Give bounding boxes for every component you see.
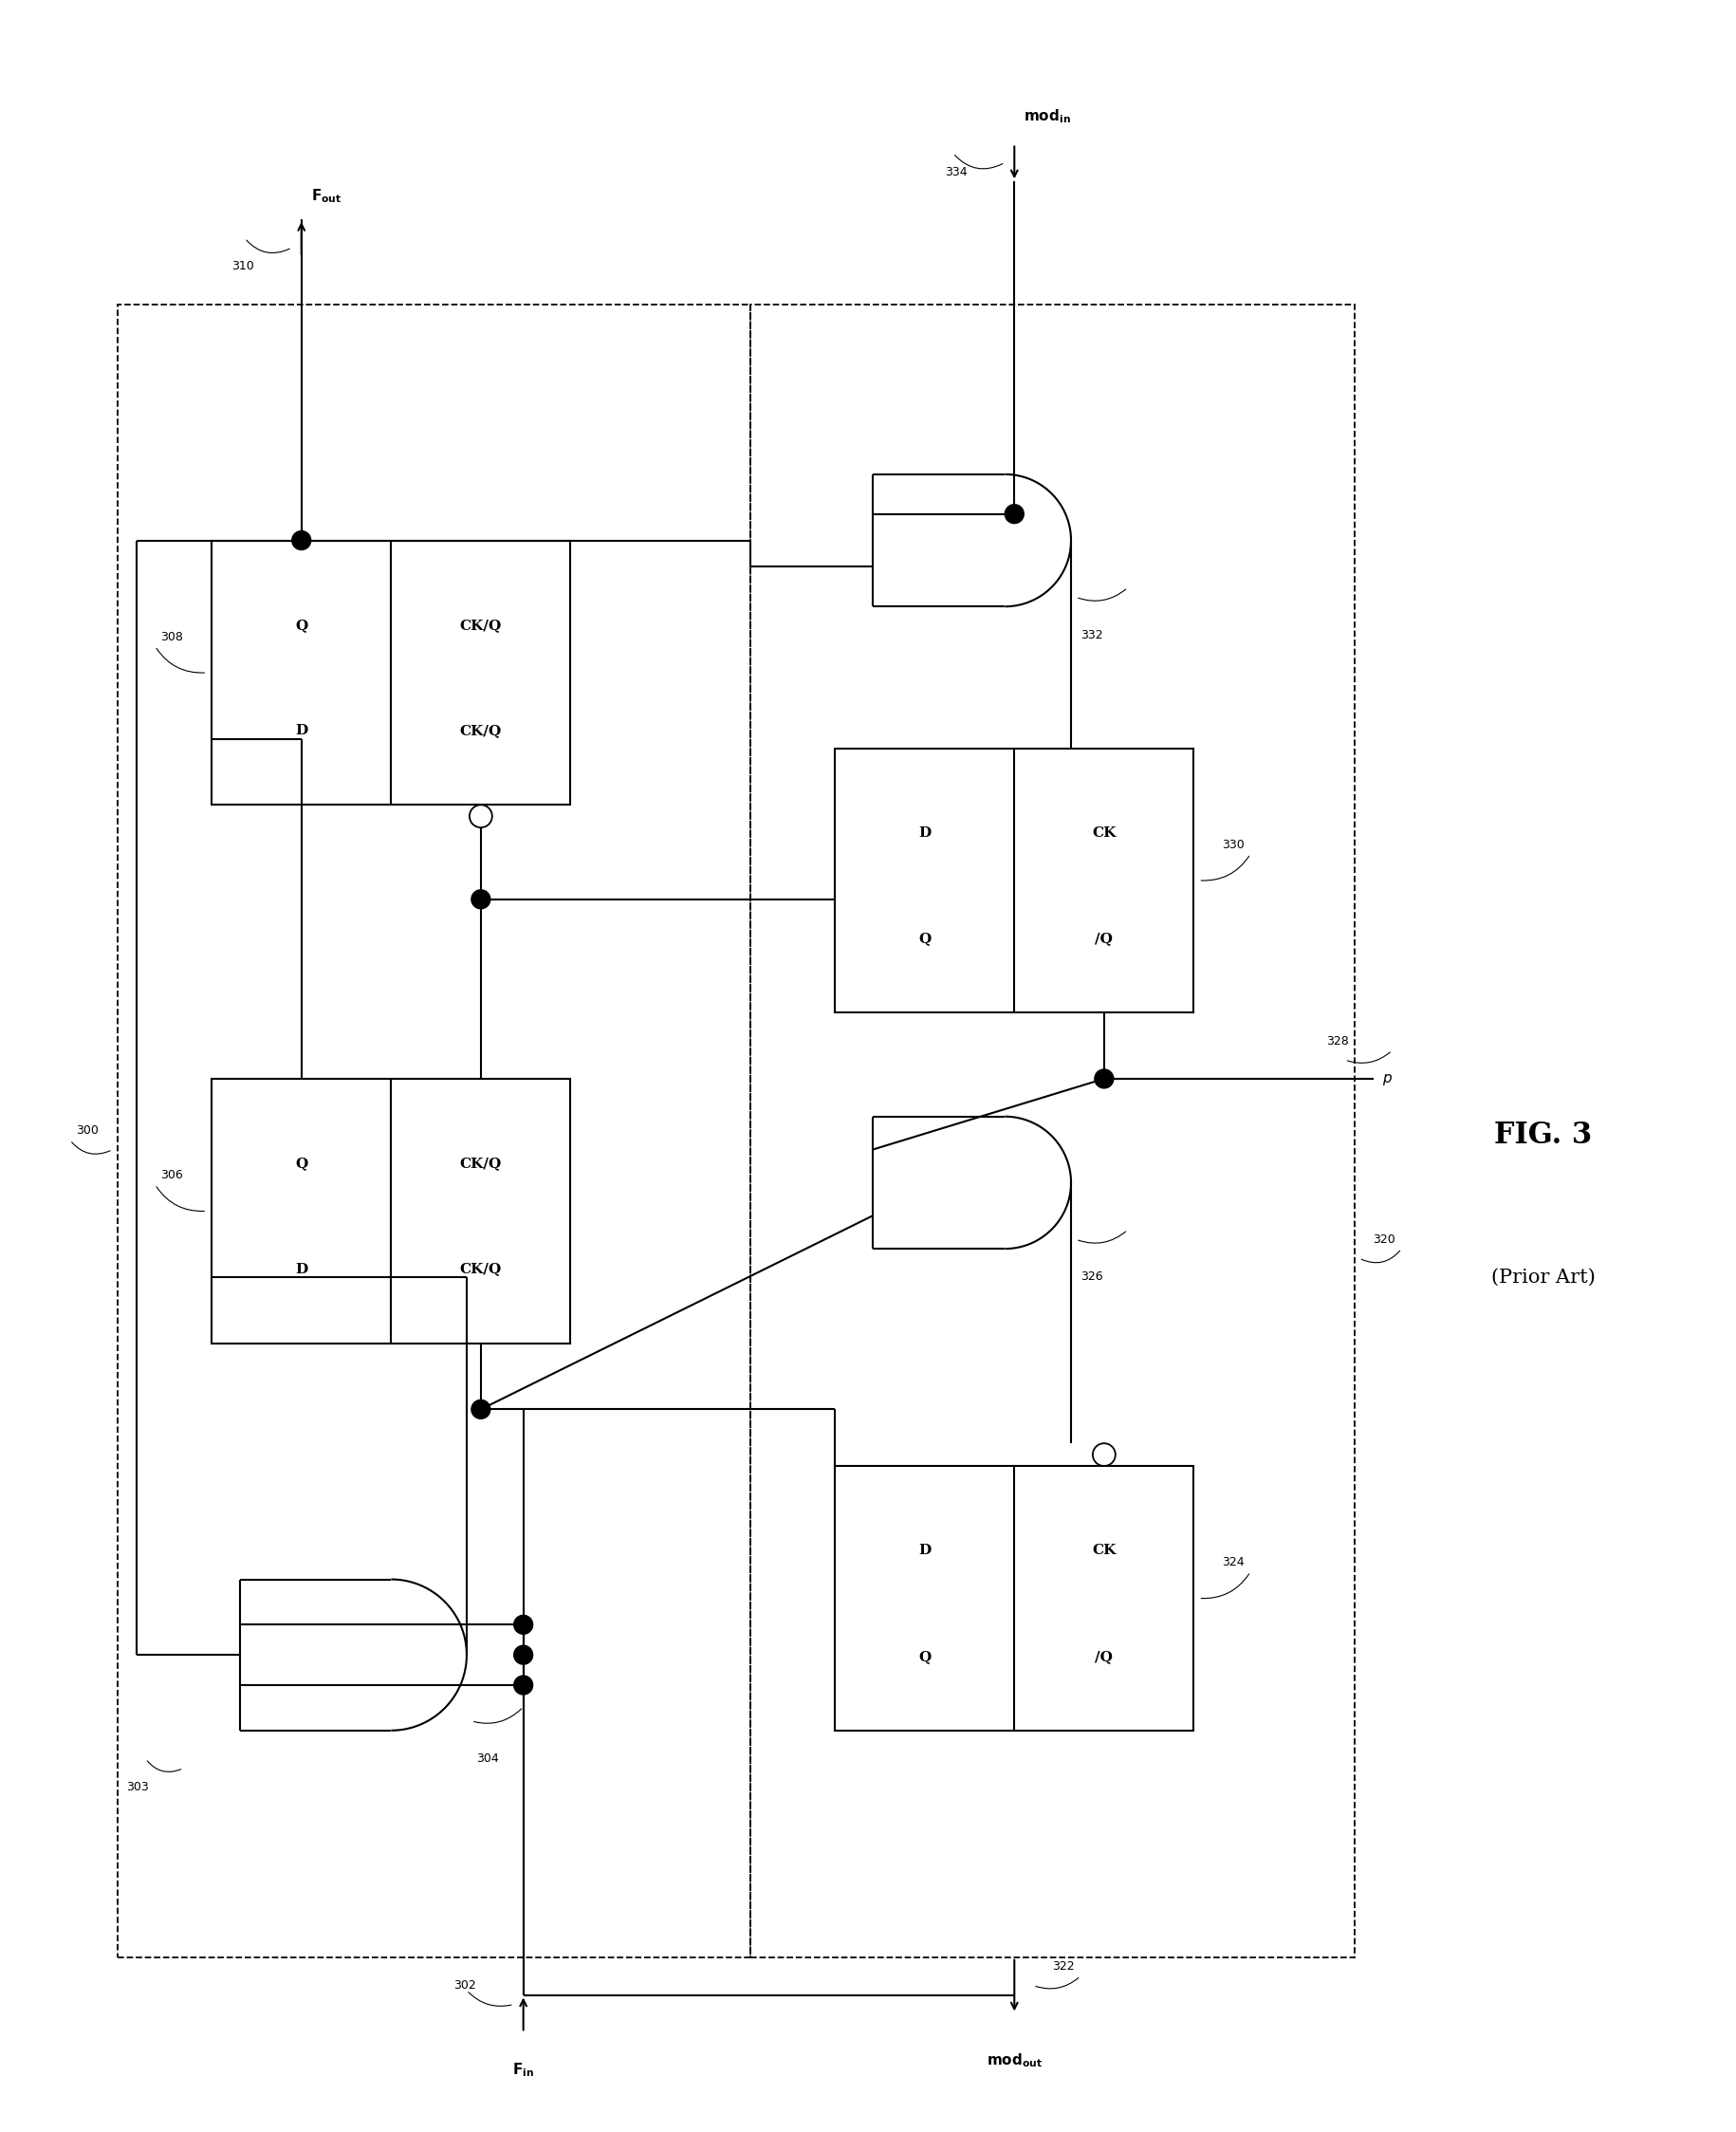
Text: 304: 304 xyxy=(476,1753,498,1765)
Text: CK/Q: CK/Q xyxy=(460,1262,502,1275)
Bar xyxy=(835,748,1194,1013)
Bar xyxy=(835,1467,1194,1731)
Text: 320: 320 xyxy=(1373,1232,1396,1245)
Text: 300: 300 xyxy=(76,1124,99,1136)
Bar xyxy=(212,539,571,806)
Text: 324: 324 xyxy=(1222,1556,1245,1569)
Text: Q: Q xyxy=(295,1158,307,1170)
Text: D: D xyxy=(918,827,930,840)
Text: Q: Q xyxy=(918,932,930,944)
Circle shape xyxy=(1005,505,1024,522)
Bar xyxy=(212,1079,571,1343)
Text: /Q: /Q xyxy=(1095,1650,1113,1663)
Text: 306: 306 xyxy=(161,1168,184,1181)
Text: Q: Q xyxy=(918,1650,930,1663)
Text: 310: 310 xyxy=(231,260,253,273)
Text: 303: 303 xyxy=(127,1780,149,1793)
Text: FIG. 3: FIG. 3 xyxy=(1495,1121,1592,1149)
Text: D: D xyxy=(295,1262,307,1275)
Text: 332: 332 xyxy=(1080,629,1102,642)
Text: Q: Q xyxy=(295,618,307,631)
Circle shape xyxy=(514,1616,533,1633)
Circle shape xyxy=(514,1646,533,1665)
Circle shape xyxy=(472,1401,490,1418)
Circle shape xyxy=(514,1676,533,1695)
Text: $\mathbf{F_{out}}$: $\mathbf{F_{out}}$ xyxy=(311,188,342,205)
Text: p: p xyxy=(1382,1072,1392,1085)
Text: CK/Q: CK/Q xyxy=(460,618,502,631)
Text: D: D xyxy=(295,725,307,738)
Text: 326: 326 xyxy=(1080,1271,1102,1283)
Text: 328: 328 xyxy=(1326,1034,1349,1047)
Circle shape xyxy=(472,889,490,908)
Text: (Prior Art): (Prior Art) xyxy=(1491,1269,1595,1286)
Text: 308: 308 xyxy=(161,631,184,644)
Text: 322: 322 xyxy=(1052,1961,1075,1972)
Text: /Q: /Q xyxy=(1095,932,1113,944)
Text: CK/Q: CK/Q xyxy=(460,725,502,738)
Bar xyxy=(118,305,750,1957)
Text: CK: CK xyxy=(1092,1544,1116,1556)
Text: 302: 302 xyxy=(453,1978,476,1991)
Circle shape xyxy=(292,531,311,550)
Text: D: D xyxy=(918,1544,930,1556)
Text: 330: 330 xyxy=(1222,838,1245,851)
Bar xyxy=(750,305,1354,1957)
Text: 334: 334 xyxy=(944,166,967,179)
Circle shape xyxy=(1095,1070,1113,1087)
Text: $\mathbf{mod_{out}}$: $\mathbf{mod_{out}}$ xyxy=(986,2051,1043,2070)
Text: CK: CK xyxy=(1092,827,1116,840)
Text: $\mathbf{F_{in}}$: $\mathbf{F_{in}}$ xyxy=(512,2062,535,2079)
Text: $\mathbf{mod_{in}}$: $\mathbf{mod_{in}}$ xyxy=(1024,107,1071,126)
Text: CK/Q: CK/Q xyxy=(460,1158,502,1170)
